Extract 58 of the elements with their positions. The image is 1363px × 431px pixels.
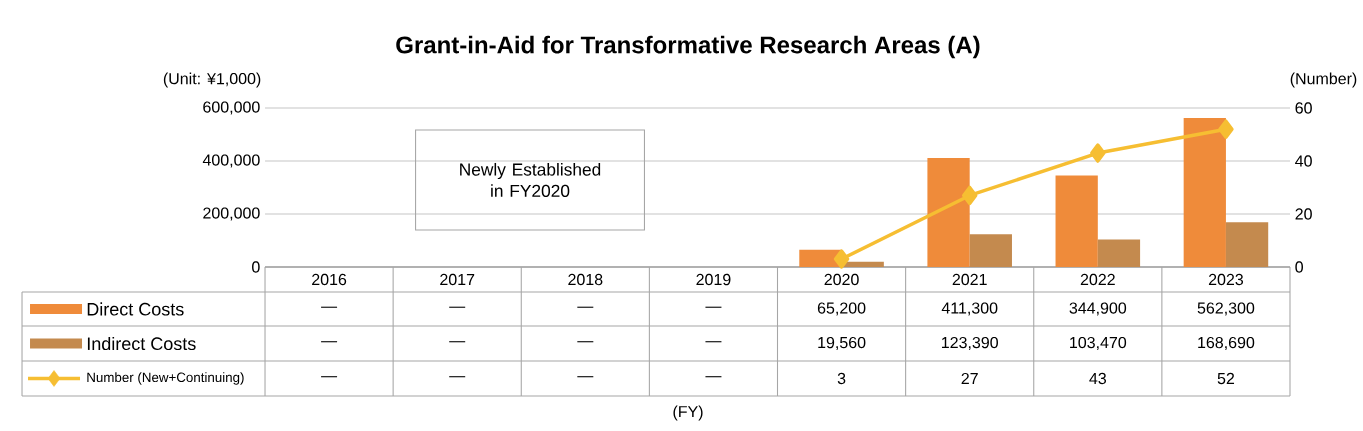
y2-axis-title: (Number) [1290, 72, 1357, 88]
bar [1055, 175, 1098, 267]
point [961, 185, 978, 206]
text: — [321, 306, 338, 308]
data-label: 123,390 [941, 336, 998, 351]
data-label: 103,470 [1070, 336, 1127, 351]
data-label: 344,900 [1069, 302, 1127, 316]
text: — [577, 306, 594, 308]
data-label: 411,300 [941, 302, 998, 316]
y-tick-label: 200,000 [203, 207, 260, 221]
bar [1225, 222, 1269, 267]
text: — [321, 341, 338, 343]
text: — [321, 376, 338, 378]
data-label: 52 [1217, 372, 1235, 385]
x-tick-label: 2018 [568, 273, 603, 286]
data-label: 27 [961, 372, 978, 385]
text: — [705, 341, 722, 343]
x-tick-label: 2019 [696, 273, 731, 286]
point [1090, 143, 1106, 163]
text: — [705, 376, 722, 378]
chart-title: Grant-in-Aid for Transformative Research Areas (A) [396, 35, 980, 59]
bar [1097, 239, 1141, 267]
text: (FY) [673, 405, 703, 421]
annotation: Newly Established in FY2020 [460, 162, 601, 198]
y2-tick-label: 20 [1295, 208, 1312, 220]
text: — [577, 341, 594, 343]
data-label: 43 [1089, 372, 1107, 385]
data-label: 19,560 [818, 336, 866, 351]
y-tick-label: 400,000 [202, 154, 260, 168]
x-tick-label: 2022 [1080, 273, 1115, 286]
text: — [449, 306, 466, 308]
bar [1183, 117, 1226, 267]
y-axis-title: (Unit: ¥1,000) [163, 72, 261, 88]
data-label: 168,690 [1198, 336, 1255, 351]
legend-label: Number (New+Continuing) [87, 372, 244, 385]
text: — [705, 306, 722, 308]
x-tick-label: 2020 [824, 273, 859, 286]
bar [969, 234, 1012, 267]
x-tick-label: 2021 [952, 273, 987, 286]
data-label: 562,300 [1197, 302, 1255, 316]
y2-tick-label: 0 [1295, 261, 1303, 273]
y-tick-label: 0 [252, 261, 260, 273]
y-tick-label: 600,000 [203, 101, 260, 115]
data-label: 3 [837, 372, 846, 385]
legend-label: Direct Costs [87, 302, 184, 316]
text: — [449, 376, 466, 378]
text: — [577, 376, 594, 378]
point [833, 249, 850, 269]
legend-label: Indirect Costs [87, 336, 196, 351]
x-tick-label: 2016 [312, 273, 347, 286]
x-tick-label: 2023 [1208, 273, 1244, 286]
data-label: 65,200 [817, 302, 866, 316]
point [1218, 119, 1234, 139]
bar [927, 158, 970, 267]
x-tick-label: 2017 [440, 273, 475, 286]
text: — [449, 341, 466, 343]
y2-tick-label: 40 [1295, 155, 1312, 167]
y2-tick-label: 60 [1295, 102, 1312, 114]
